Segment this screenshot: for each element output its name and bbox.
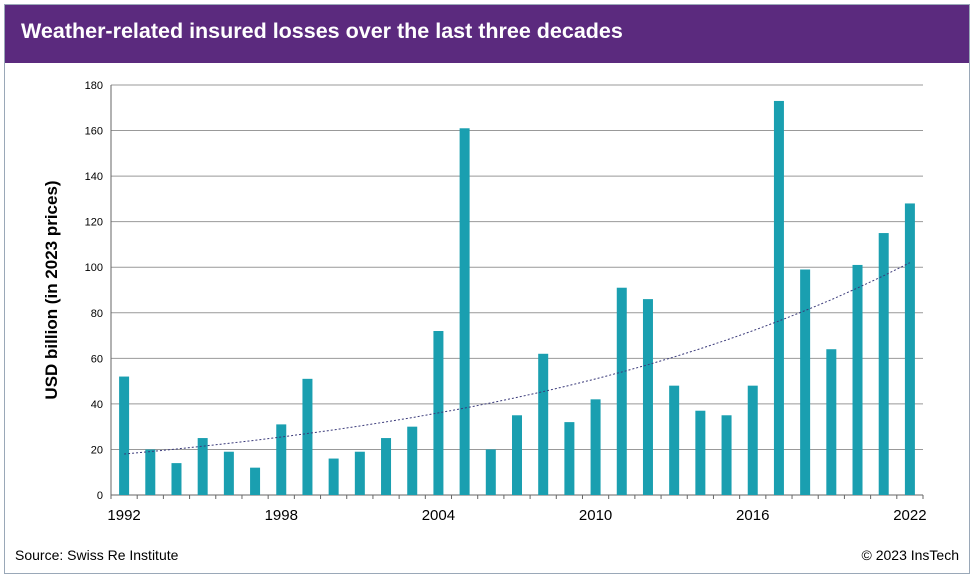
bar-2007 bbox=[512, 415, 522, 495]
bar-chart: 0 20 40 60 80 100 120 140 160 180 1992 1998 2004 2010… bbox=[42, 80, 927, 524]
bar-2003 bbox=[407, 426, 418, 495]
bar-2008 bbox=[538, 353, 549, 495]
bar-1994 bbox=[171, 463, 182, 495]
y-tick-label: 160 bbox=[85, 126, 103, 138]
bar-1997 bbox=[250, 467, 261, 495]
bar-2021 bbox=[878, 233, 889, 496]
x-tick-label: 1992 bbox=[107, 507, 140, 524]
bar-2015 bbox=[721, 415, 732, 495]
bar-2002 bbox=[381, 438, 392, 495]
bar-2018 bbox=[800, 269, 811, 495]
y-tick-label: 180 bbox=[85, 80, 103, 92]
y-tick-label: 60 bbox=[91, 353, 103, 365]
bar-2009 bbox=[564, 422, 575, 495]
y-tick-label: 140 bbox=[85, 171, 103, 183]
bar-1993 bbox=[145, 449, 156, 495]
bar-2000 bbox=[328, 458, 339, 495]
bar-2017 bbox=[773, 100, 784, 495]
bar-2013 bbox=[669, 385, 680, 495]
y-tick-label: 120 bbox=[85, 217, 103, 229]
bar-2011 bbox=[616, 287, 627, 495]
y-tick-label: 20 bbox=[91, 444, 103, 456]
bar-2001 bbox=[354, 451, 365, 495]
bar-2020 bbox=[852, 264, 863, 495]
bar-2019 bbox=[826, 349, 837, 495]
copyright-note: © 2023 InsTech bbox=[861, 547, 960, 563]
y-tick-label: 40 bbox=[91, 399, 103, 411]
bar-2005 bbox=[459, 128, 470, 495]
x-tick-label: 2022 bbox=[893, 507, 926, 524]
bar-2016 bbox=[747, 385, 758, 495]
chart-frame: Weather-related insured losses over the … bbox=[4, 4, 970, 574]
x-tick-label: 1998 bbox=[265, 507, 298, 524]
bar-2014 bbox=[695, 410, 706, 495]
bar-2006 bbox=[485, 449, 496, 495]
bar-1999 bbox=[302, 378, 313, 495]
y-tick-label: 80 bbox=[91, 308, 103, 320]
y-tick-label: 0 bbox=[97, 490, 103, 502]
y-axis-title: USD billion (in 2023 prices) bbox=[42, 180, 61, 399]
bar-2022 bbox=[904, 203, 915, 495]
x-tick-label: 2016 bbox=[736, 507, 769, 524]
trend-line bbox=[124, 262, 911, 455]
bar-1995 bbox=[197, 438, 208, 495]
source-note: Source: Swiss Re Institute bbox=[15, 547, 179, 563]
bar-1992 bbox=[119, 376, 130, 495]
x-tick-label: 2004 bbox=[422, 507, 455, 524]
bar-1998 bbox=[276, 424, 287, 495]
bar-2010 bbox=[590, 399, 601, 495]
header-bar: Weather-related insured losses over the … bbox=[5, 5, 969, 63]
bar-2012 bbox=[642, 299, 653, 495]
chart-title: Weather-related insured losses over the … bbox=[21, 19, 623, 43]
y-tick-label: 100 bbox=[85, 262, 103, 274]
x-tick-label: 2010 bbox=[579, 507, 612, 524]
bar-1996 bbox=[223, 451, 234, 495]
